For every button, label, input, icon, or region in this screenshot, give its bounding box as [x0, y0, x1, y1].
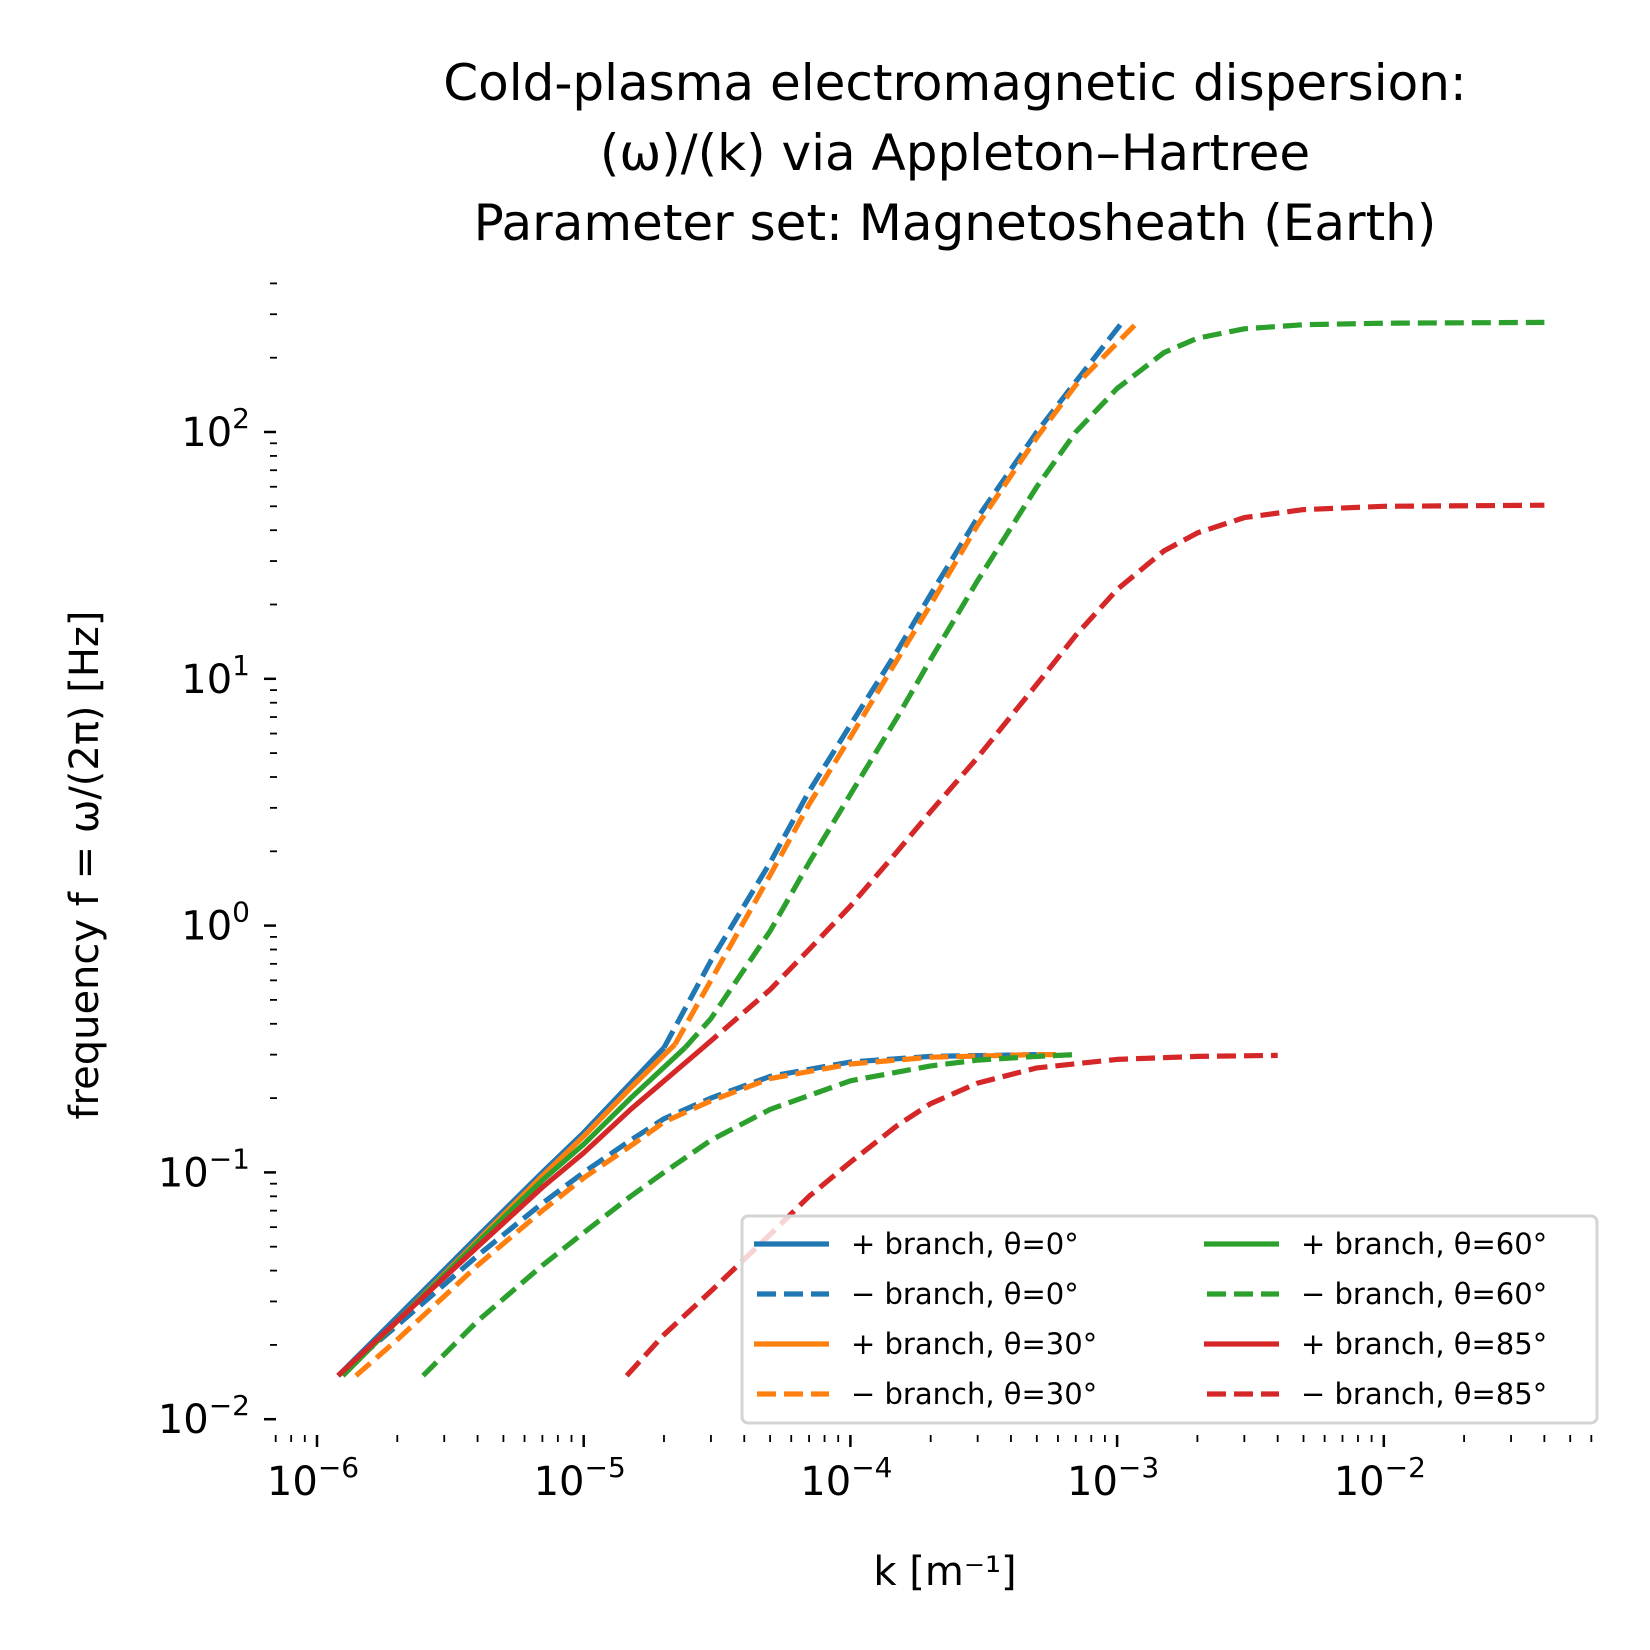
- curve-minus-branch-theta-30deg-segment-2: [354, 1052, 1058, 1378]
- curve-minus-branch-theta-85deg-segment-2: [624, 1052, 1278, 1378]
- legend-entry-minus-branch-theta-30deg: − branch, θ=30°: [757, 1377, 1097, 1411]
- legend-entry-minus-branch-theta-85deg: − branch, θ=85°: [1207, 1377, 1547, 1411]
- legend-entry-plus-branch-theta-30deg: + branch, θ=30°: [754, 1327, 1097, 1361]
- legend-entry-minus-branch-theta-60deg: − branch, θ=60°: [1207, 1277, 1547, 1311]
- y-tick-label-exponent: 0: [232, 896, 250, 929]
- x-tick-label: 10−2: [1334, 1451, 1426, 1505]
- legend-label: + branch, θ=30°: [851, 1327, 1097, 1361]
- legend-entry-minus-branch-theta-0deg: − branch, θ=0°: [757, 1277, 1079, 1311]
- curve-plus-branch-theta-85deg-segment-1: [336, 1045, 705, 1378]
- x-tick-label-exponent: −3: [1118, 1451, 1159, 1484]
- legend-entry-plus-branch-theta-0deg: + branch, θ=0°: [754, 1227, 1079, 1261]
- y-tick-label: 100: [181, 896, 250, 950]
- y-tick-label-base: 10: [158, 1150, 209, 1196]
- x-tick-label-exponent: −5: [585, 1451, 626, 1484]
- curve-minus-branch-theta-85deg-segment-1: [701, 502, 1545, 1050]
- title-line-3: Parameter set: Magnetosheath (Earth): [474, 194, 1437, 252]
- legend-label: + branch, θ=85°: [1301, 1327, 1547, 1361]
- legend-frame: [740, 1214, 1599, 1425]
- y-tick-label-exponent: 2: [232, 402, 250, 435]
- curve-minus-branch-theta-0deg-segment-1: [661, 319, 1125, 1049]
- title-line-2: (ω)/(k) via Appleton–Hartree: [600, 124, 1310, 182]
- y-tick-label-base: 10: [181, 904, 232, 950]
- x-tick-label-exponent: −2: [1385, 1451, 1426, 1484]
- x-tick-label: 10−4: [800, 1451, 892, 1505]
- legend-label: − branch, θ=30°: [851, 1377, 1097, 1411]
- y-tick-label-base: 10: [181, 657, 232, 703]
- legend-entry-plus-branch-theta-85deg: + branch, θ=85°: [1204, 1327, 1547, 1361]
- x-tick-label: 10−6: [267, 1451, 359, 1505]
- x-tick-label-exponent: −6: [318, 1451, 359, 1484]
- x-tick-label-base: 10: [800, 1459, 851, 1505]
- y-tick-label-exponent: 1: [232, 649, 250, 682]
- x-tick-label: 10−5: [534, 1451, 626, 1505]
- legend-label: − branch, θ=85°: [1301, 1377, 1547, 1411]
- curve-minus-branch-theta-60deg-segment-2: [421, 1052, 1076, 1378]
- curve-plus-branch-theta-0deg-segment-1: [336, 1045, 666, 1378]
- series-plus-branch-theta-0deg: [336, 1045, 666, 1378]
- x-tick-label-base: 10: [267, 1459, 318, 1505]
- x-tick-label: 10−3: [1067, 1451, 1159, 1505]
- y-tick-label: 101: [181, 649, 250, 703]
- y-tick-label: 10−2: [158, 1389, 250, 1443]
- y-tick-label: 102: [181, 402, 250, 456]
- title-line-1: Cold-plasma electromagnetic dispersion:: [443, 54, 1467, 112]
- legend-label: − branch, θ=60°: [1301, 1277, 1547, 1311]
- legend-label: + branch, θ=60°: [1301, 1227, 1547, 1261]
- series-minus-branch-theta-85deg: [624, 502, 1545, 1378]
- x-tick-label-exponent: −4: [851, 1451, 892, 1484]
- x-tick-label-base: 10: [534, 1459, 585, 1505]
- plot-area: [336, 319, 1545, 1378]
- y-tick-label-exponent: −1: [209, 1142, 250, 1175]
- series-minus-branch-theta-60deg: [421, 319, 1545, 1378]
- y-tick-label: 10−1: [158, 1142, 250, 1196]
- y-tick-label-base: 10: [158, 1397, 209, 1443]
- x-axis-label: k [m⁻¹]: [873, 1549, 1016, 1595]
- legend-label: + branch, θ=0°: [851, 1227, 1079, 1261]
- curve-minus-branch-theta-30deg-segment-1: [672, 319, 1141, 1046]
- y-axis-label: frequency f = ω/(2π) [Hz]: [62, 610, 108, 1119]
- y-tick-label-exponent: −2: [209, 1389, 250, 1422]
- legend-entry-plus-branch-theta-60deg: + branch, θ=60°: [1204, 1227, 1547, 1261]
- series-plus-branch-theta-85deg: [336, 1045, 705, 1378]
- x-tick-label-base: 10: [1334, 1459, 1385, 1505]
- legend-label: − branch, θ=0°: [851, 1277, 1079, 1311]
- series-minus-branch-theta-30deg: [354, 319, 1141, 1378]
- y-tick-label-base: 10: [181, 410, 232, 456]
- curve-minus-branch-theta-60deg-segment-1: [683, 319, 1545, 1050]
- x-tick-label-base: 10: [1067, 1459, 1118, 1505]
- legend: + branch, θ=0° − branch, θ=0° + branch, θ=…: [740, 1214, 1599, 1425]
- chart-title: Cold-plasma electromagnetic dispersion: …: [443, 54, 1467, 252]
